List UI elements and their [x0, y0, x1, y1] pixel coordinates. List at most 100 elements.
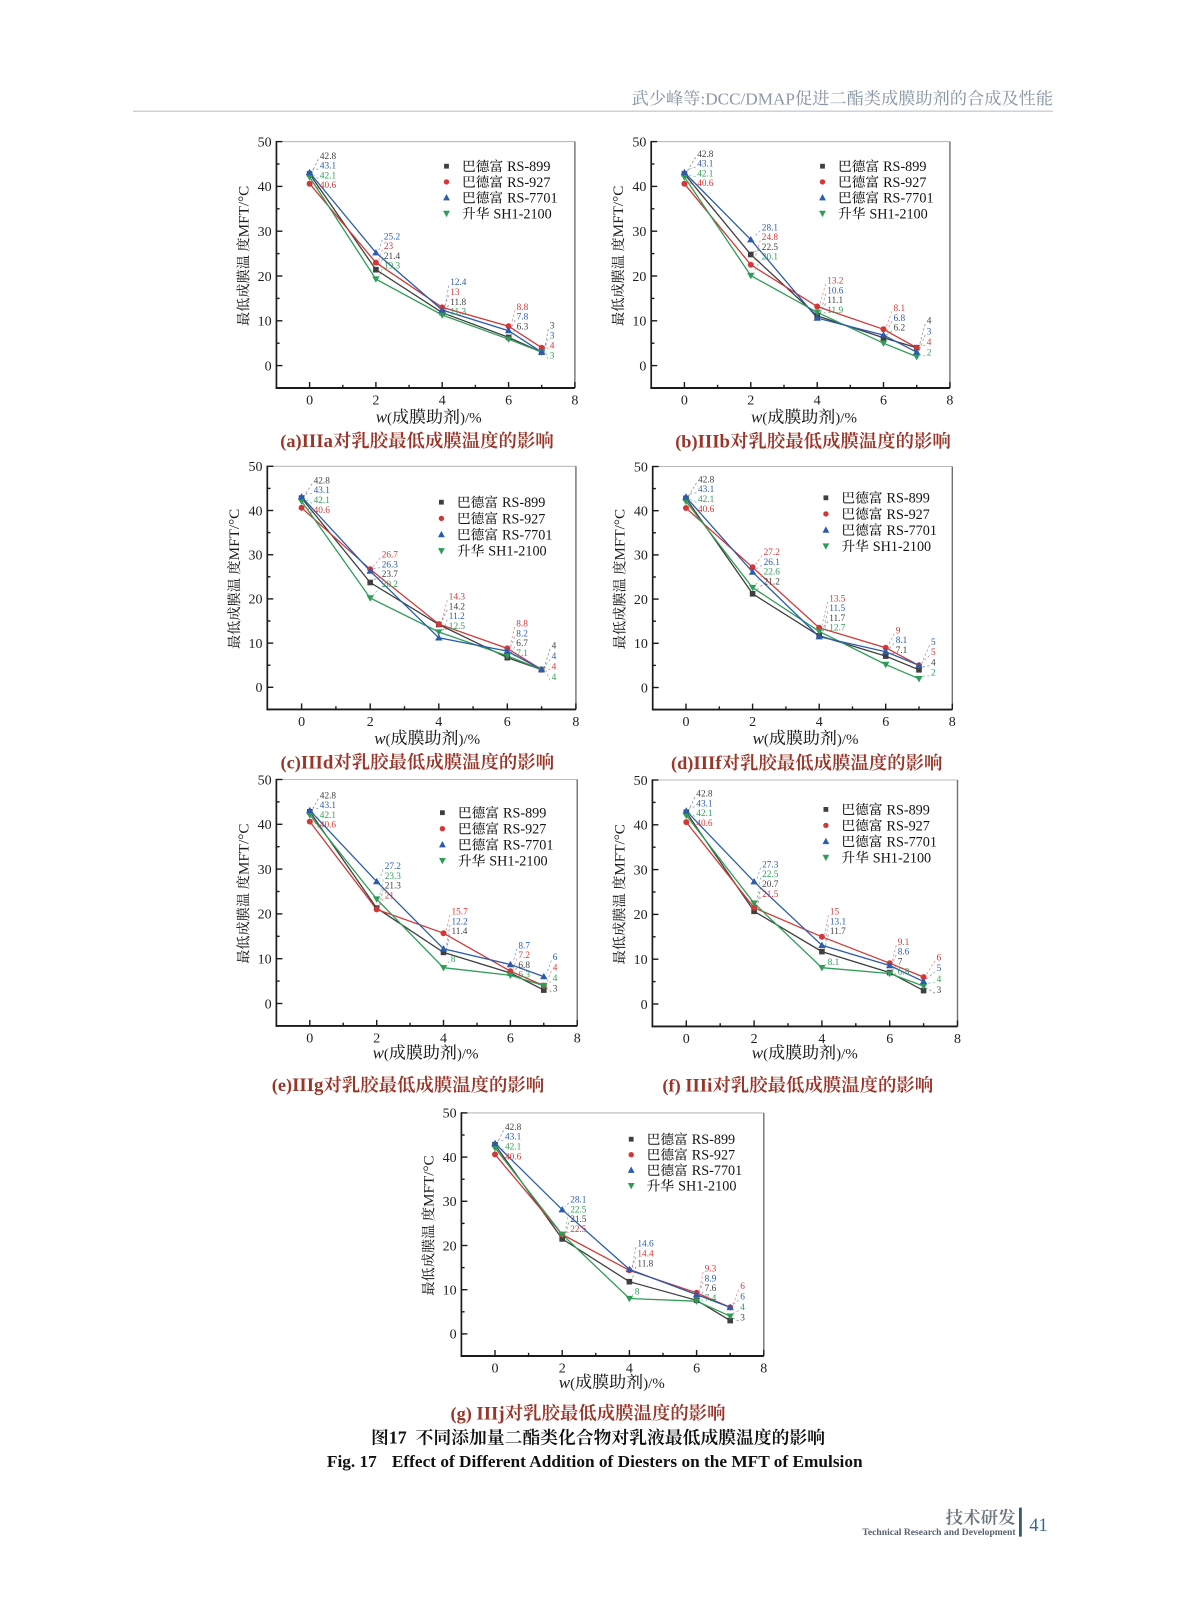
svg-text:(: ( [763, 1046, 768, 1062]
svg-text:23.3: 23.3 [385, 872, 402, 882]
svg-text:20: 20 [249, 593, 263, 608]
svg-text:3: 3 [927, 327, 932, 337]
svg-text:20.7: 20.7 [762, 880, 779, 890]
svg-text:4: 4 [553, 974, 558, 984]
svg-text:7.8: 7.8 [517, 313, 529, 323]
svg-text:4: 4 [927, 338, 932, 348]
svg-text:5: 5 [931, 638, 936, 648]
svg-text:w: w [752, 1043, 764, 1062]
svg-text:8: 8 [954, 1032, 961, 1047]
svg-text:23.7: 23.7 [382, 570, 399, 580]
svg-text:6: 6 [693, 1361, 700, 1376]
svg-text:11.8: 11.8 [450, 298, 466, 308]
svg-text:11.1: 11.1 [827, 296, 843, 306]
svg-text:6: 6 [937, 953, 942, 963]
svg-text:RS-927: RS-927 [503, 822, 546, 838]
svg-text:10: 10 [443, 1284, 457, 1299]
svg-text:4: 4 [552, 652, 557, 662]
svg-text:0: 0 [265, 359, 272, 374]
svg-text:43.1: 43.1 [314, 486, 331, 496]
svg-text:42.1: 42.1 [320, 171, 337, 181]
svg-text:RS-899: RS-899 [502, 495, 545, 511]
svg-text:6.8: 6.8 [894, 314, 906, 324]
svg-text:12.5: 12.5 [449, 622, 466, 632]
svg-text:Fig. 17: Fig. 17 [327, 1452, 377, 1471]
svg-text:8.1: 8.1 [894, 304, 906, 314]
svg-text:22.5: 22.5 [762, 243, 779, 253]
svg-text:(g): (g) [451, 1403, 472, 1424]
svg-text:8.9: 8.9 [705, 1274, 717, 1284]
svg-text:)/%: )/% [460, 411, 482, 427]
svg-text:12.7: 12.7 [829, 624, 846, 634]
svg-text:6.8: 6.8 [518, 961, 530, 971]
svg-text:42.1: 42.1 [320, 811, 337, 821]
svg-text:RS-899: RS-899 [887, 491, 930, 507]
svg-text:42.1: 42.1 [698, 495, 715, 505]
svg-text:2: 2 [749, 715, 756, 730]
svg-text:9: 9 [896, 626, 901, 636]
svg-text:7.4: 7.4 [705, 1294, 717, 1304]
svg-text:50: 50 [249, 460, 263, 475]
svg-text::: : [700, 89, 705, 108]
svg-text:20: 20 [443, 1239, 457, 1254]
svg-text:24.8: 24.8 [762, 233, 779, 243]
svg-text:9.3: 9.3 [705, 1265, 717, 1275]
svg-text:42.8: 42.8 [314, 476, 331, 486]
svg-text:20.2: 20.2 [382, 580, 399, 590]
svg-text:22.5: 22.5 [570, 1225, 587, 1235]
svg-text:0: 0 [639, 359, 646, 374]
svg-text:26.1: 26.1 [764, 558, 781, 568]
svg-text:10: 10 [249, 637, 263, 652]
svg-text:8.1: 8.1 [896, 636, 908, 646]
svg-text:4: 4 [440, 1031, 447, 1046]
svg-text:4: 4 [818, 1032, 825, 1047]
svg-text:3: 3 [740, 1314, 745, 1324]
svg-text:6.3: 6.3 [517, 322, 529, 332]
svg-text:10: 10 [634, 637, 648, 652]
svg-text:42.1: 42.1 [314, 496, 331, 506]
svg-text:27.2: 27.2 [764, 548, 781, 558]
svg-text:8.8: 8.8 [516, 620, 528, 630]
svg-text:8: 8 [949, 715, 956, 730]
svg-text:42.1: 42.1 [697, 169, 714, 179]
svg-text:20: 20 [258, 908, 272, 923]
svg-text:14.6: 14.6 [637, 1240, 654, 1250]
svg-text:30: 30 [249, 549, 263, 564]
svg-text:(: ( [570, 1376, 575, 1392]
svg-text:11.3: 11.3 [450, 308, 466, 318]
svg-text:5: 5 [931, 648, 936, 658]
svg-text:3: 3 [550, 352, 555, 362]
svg-text:22.6: 22.6 [764, 568, 781, 578]
svg-text:SH1-2100: SH1-2100 [678, 1179, 736, 1195]
svg-text:43.1: 43.1 [320, 162, 337, 172]
svg-text:6: 6 [882, 715, 889, 730]
svg-text:13: 13 [450, 288, 460, 298]
svg-text:3: 3 [550, 322, 555, 332]
svg-text:40: 40 [258, 180, 272, 195]
svg-text:6.2: 6.2 [894, 324, 906, 334]
svg-text:12.4: 12.4 [450, 278, 467, 288]
svg-text:12.2: 12.2 [452, 917, 469, 927]
svg-text:21.5: 21.5 [570, 1215, 587, 1225]
svg-text:w: w [374, 729, 386, 748]
svg-text:RS-7701: RS-7701 [507, 191, 557, 207]
svg-text:7: 7 [898, 958, 903, 968]
svg-text:0: 0 [492, 1361, 499, 1376]
svg-text:(: ( [764, 732, 769, 748]
svg-text:6: 6 [553, 953, 558, 963]
svg-text:w: w [753, 729, 765, 748]
svg-text:50: 50 [258, 773, 272, 788]
svg-text:IIIj: IIIj [476, 1403, 504, 1424]
svg-text:50: 50 [634, 774, 648, 789]
svg-text:2: 2 [931, 669, 936, 679]
svg-text:50: 50 [632, 135, 646, 150]
svg-text:43.1: 43.1 [697, 160, 714, 170]
svg-text:7.1: 7.1 [516, 649, 528, 659]
svg-text:3: 3 [937, 986, 942, 996]
svg-text:11.8: 11.8 [637, 1259, 653, 1269]
svg-text:43.1: 43.1 [696, 799, 713, 809]
svg-text:11.4: 11.4 [452, 927, 468, 937]
svg-text:8: 8 [451, 955, 456, 965]
svg-text:RS-899: RS-899 [692, 1132, 735, 1148]
svg-text:15.7: 15.7 [452, 908, 469, 918]
